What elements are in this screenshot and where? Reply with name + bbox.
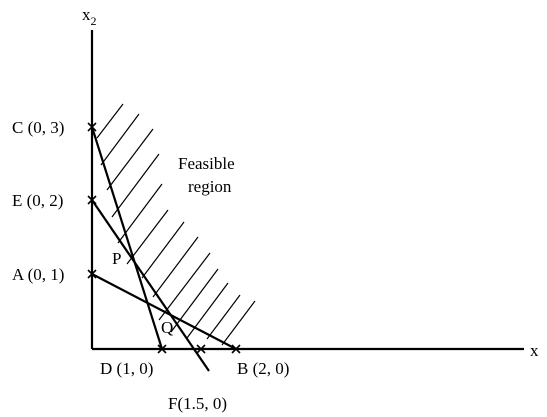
label-point-f: F(1.5, 0)	[168, 394, 227, 413]
feasible-region-hatching	[96, 103, 256, 346]
y-axis-label: x2	[82, 5, 97, 28]
x-axis-label: x	[530, 341, 539, 360]
marker-e	[87, 195, 97, 205]
line-a-b	[91, 273, 237, 350]
label-point-b: B (2, 0)	[237, 359, 289, 378]
marker-a	[87, 269, 97, 279]
label-point-c: C (0, 3)	[12, 118, 64, 137]
marker-d	[157, 344, 167, 354]
line-c-d	[90, 126, 164, 350]
marker-c	[87, 122, 97, 132]
label-point-d: D (1, 0)	[100, 359, 153, 378]
label-point-a: A (0, 1)	[12, 265, 64, 284]
marker-b	[231, 344, 241, 354]
region-label-line2: region	[188, 177, 232, 196]
region-label-line1: Feasible	[178, 154, 235, 173]
marker-f	[196, 344, 206, 354]
line-e-f	[91, 199, 210, 372]
label-point-q: Q	[161, 318, 173, 337]
label-point-p: P	[112, 249, 121, 268]
label-point-e: E (0, 2)	[12, 191, 63, 210]
y-axis-label-subscript: 2	[91, 14, 97, 28]
point-markers	[87, 122, 241, 354]
